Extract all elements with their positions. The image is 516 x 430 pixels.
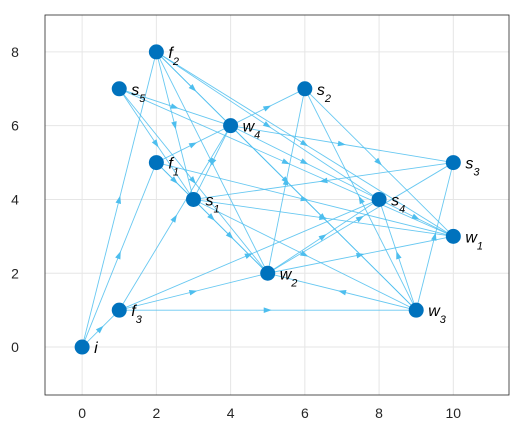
node-label-sub: 4 bbox=[254, 130, 260, 142]
edge-arrow bbox=[188, 289, 198, 296]
node-label-f3: f3 bbox=[131, 303, 142, 326]
edge-arrow bbox=[319, 177, 328, 184]
x-tick-label: 4 bbox=[227, 405, 235, 421]
node-s5 bbox=[111, 81, 127, 97]
x-tick-label: 0 bbox=[78, 405, 86, 421]
grid-lines bbox=[45, 15, 509, 395]
x-tick-label: 8 bbox=[375, 405, 383, 421]
node-label-s2: s2 bbox=[317, 82, 331, 105]
node-label-w1: w1 bbox=[465, 229, 483, 252]
edge-arrow bbox=[188, 142, 198, 149]
node-label-sub: 2 bbox=[324, 93, 331, 105]
node-label-i: i bbox=[94, 340, 98, 357]
node-label-sub: 2 bbox=[290, 277, 297, 289]
edge-arrow bbox=[337, 140, 346, 147]
node-label-sub: 2 bbox=[172, 56, 179, 68]
node-f3 bbox=[111, 302, 127, 318]
node-s1 bbox=[185, 191, 201, 207]
edge-arrow bbox=[338, 289, 347, 296]
node-s3 bbox=[445, 155, 461, 171]
x-tick-label: 6 bbox=[301, 405, 309, 421]
edge-arrow bbox=[262, 105, 272, 112]
node-w4 bbox=[223, 118, 239, 134]
y-tick-label: 6 bbox=[11, 118, 19, 134]
node-label-sub: 1 bbox=[173, 167, 179, 179]
node-w3 bbox=[408, 302, 424, 318]
edge-arrow bbox=[151, 139, 159, 148]
edge-arrow bbox=[396, 251, 402, 260]
y-tick-label: 2 bbox=[11, 265, 19, 281]
node-w1 bbox=[445, 228, 461, 244]
node-label-w4: w4 bbox=[243, 119, 261, 142]
node-label-s5: s5 bbox=[131, 82, 146, 105]
edge-arrow bbox=[262, 121, 272, 128]
edge-arrow bbox=[95, 325, 104, 334]
node-label-sub: 1 bbox=[477, 240, 483, 252]
x-tick-label: 2 bbox=[152, 405, 160, 421]
edges bbox=[81, 51, 454, 348]
edge-arrow bbox=[411, 213, 420, 220]
edge-arrow bbox=[319, 214, 328, 221]
edge-arrow bbox=[374, 157, 382, 166]
edge-arrow bbox=[282, 177, 289, 186]
node-i bbox=[74, 339, 90, 355]
node-label-sub: 4 bbox=[399, 203, 405, 215]
node-s4 bbox=[371, 191, 387, 207]
edge-arrow bbox=[281, 158, 290, 165]
edge-arrow bbox=[170, 176, 178, 184]
node-label-w2: w2 bbox=[280, 266, 298, 289]
edge-arrow bbox=[300, 250, 309, 257]
edge-arrow bbox=[300, 158, 309, 165]
edge-arrow bbox=[225, 231, 234, 240]
edge-arrow bbox=[171, 121, 177, 130]
edge-arrow bbox=[356, 252, 365, 259]
node-w2 bbox=[260, 265, 276, 281]
node-label-s4: s4 bbox=[391, 192, 405, 215]
tick-labels: 0 2 4 6 8 10 0 2 4 6 8 bbox=[11, 44, 461, 421]
edge-arrow bbox=[210, 157, 217, 167]
node-s2 bbox=[297, 81, 313, 97]
axes-box bbox=[44, 14, 510, 396]
node-label-sub: 3 bbox=[440, 314, 447, 326]
node-label-f2: f2 bbox=[168, 45, 179, 68]
node-label-w3: w3 bbox=[428, 303, 447, 326]
edge-arrow bbox=[188, 176, 196, 185]
node-f1 bbox=[148, 155, 164, 171]
x-tick-label: 10 bbox=[446, 405, 462, 421]
edge-arrow bbox=[170, 214, 177, 223]
edge-arrow bbox=[115, 195, 121, 205]
edge-arrow bbox=[263, 307, 272, 313]
nodes bbox=[74, 44, 461, 355]
edge-arrow bbox=[299, 139, 309, 147]
edge-arrow bbox=[355, 215, 364, 223]
node-f2 bbox=[148, 44, 164, 60]
y-tick-label: 0 bbox=[11, 339, 19, 355]
edge-arrow bbox=[358, 195, 365, 205]
edge-arrow bbox=[318, 234, 327, 241]
edge-arrow bbox=[244, 253, 253, 259]
edge-arrow bbox=[431, 232, 437, 241]
edge-arrow bbox=[115, 251, 121, 260]
node-label-sub: 1 bbox=[213, 203, 219, 215]
node-label-f1: f1 bbox=[168, 156, 179, 179]
node-label-sub: 3 bbox=[473, 167, 480, 179]
y-tick-label: 4 bbox=[11, 191, 19, 207]
node-label-s3: s3 bbox=[465, 156, 480, 179]
node-label-sub: 5 bbox=[139, 93, 146, 105]
y-tick-label: 8 bbox=[11, 44, 19, 60]
edge-arrow bbox=[170, 103, 179, 109]
node-label-sub: 3 bbox=[136, 314, 143, 326]
